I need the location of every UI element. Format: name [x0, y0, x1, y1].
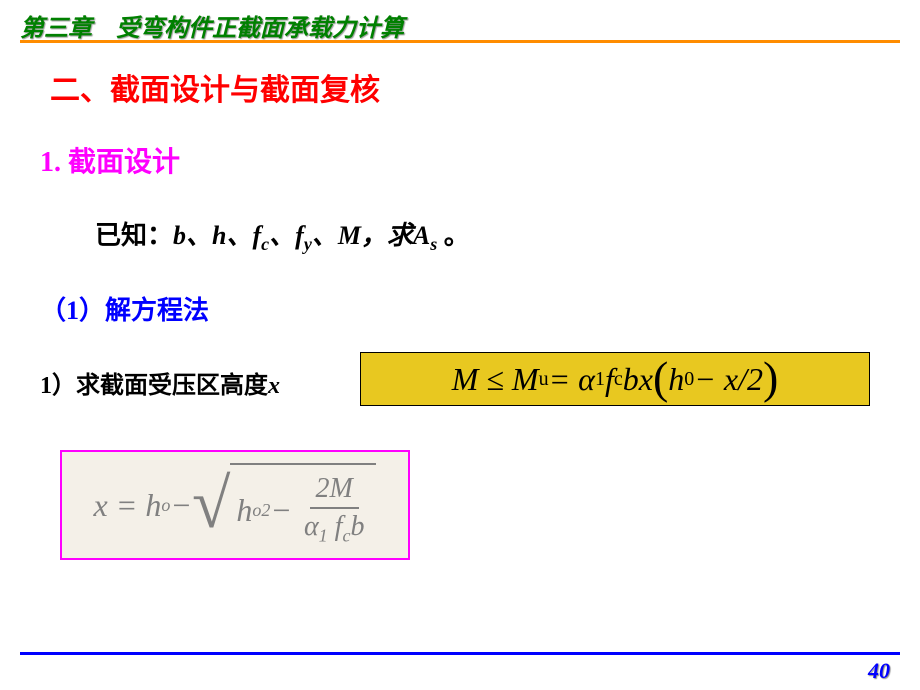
- f2-sup-2: 2: [261, 500, 270, 521]
- formula-moment-inequality: M ≤ Mu = α1 fcbx(h0 − x/2): [360, 352, 870, 406]
- known-suffix: 。: [437, 221, 470, 250]
- f1-lhs: M ≤ M: [452, 361, 539, 398]
- f2-minus2: −: [270, 492, 292, 529]
- f2-sub-o1: o: [161, 495, 170, 516]
- f2-lhs: x = h: [94, 487, 162, 524]
- step1-label: 1）求截面受压区高度x: [40, 365, 280, 400]
- f2-denominator: α1 fcb: [298, 509, 370, 547]
- known-sub-y: y: [304, 234, 312, 254]
- known-vars: b、h、f: [173, 221, 261, 250]
- section-title: 二、截面设计与截面复核: [50, 65, 380, 109]
- method-title: （1）解方程法: [40, 290, 209, 327]
- f2-minus: −: [170, 487, 192, 524]
- f1-paren-close: ): [763, 351, 778, 404]
- page-number: 40: [868, 658, 890, 684]
- divider-bottom: [20, 652, 900, 655]
- step1-var: x: [268, 373, 280, 399]
- f1-bx: bx: [623, 361, 653, 398]
- f1-sub-1: 1: [595, 368, 605, 391]
- formula-x-solution: x = ho − √ ho2 − 2M α1 fcb: [60, 450, 410, 560]
- f1-paren-open: (: [653, 351, 668, 404]
- f2-sub-o2: o: [252, 500, 261, 521]
- chapter-title: 第三章 受弯构件正截面承载力计算: [20, 8, 404, 43]
- known-variables: 已知：b、h、fc、fy、M，求As 。: [95, 215, 470, 255]
- f1-eq: = α: [549, 361, 595, 398]
- f2-numerator: 2M: [310, 473, 359, 509]
- known-sub-c: c: [261, 234, 269, 254]
- f2-fraction: 2M α1 fcb: [298, 473, 370, 547]
- f1-h: h: [668, 361, 684, 398]
- f2-h2: h: [236, 492, 252, 529]
- f2-b: b: [350, 511, 364, 542]
- divider-top: [20, 40, 900, 43]
- f1-tail: − x/2: [694, 361, 763, 398]
- step1-text: 1）求截面受压区高度: [40, 373, 268, 399]
- f2-f: f: [328, 511, 343, 542]
- subsection-title: 1. 截面设计: [40, 140, 180, 180]
- f2-alpha: α: [304, 511, 319, 542]
- f1-sub-c: c: [614, 368, 623, 391]
- radical-icon: √: [192, 470, 230, 540]
- f1-sub-0: 0: [684, 368, 694, 391]
- known-mid2: 、M，求A: [312, 221, 430, 250]
- f1-mid: f: [605, 361, 614, 398]
- f2-root: √ ho2 − 2M α1 fcb: [192, 463, 377, 547]
- f1-sub-u: u: [539, 368, 549, 391]
- known-mid1: 、f: [269, 221, 304, 250]
- known-prefix: 已知：: [95, 221, 173, 250]
- f2-sub-1: 1: [319, 526, 328, 546]
- f2-radicand: ho2 − 2M α1 fcb: [230, 463, 376, 547]
